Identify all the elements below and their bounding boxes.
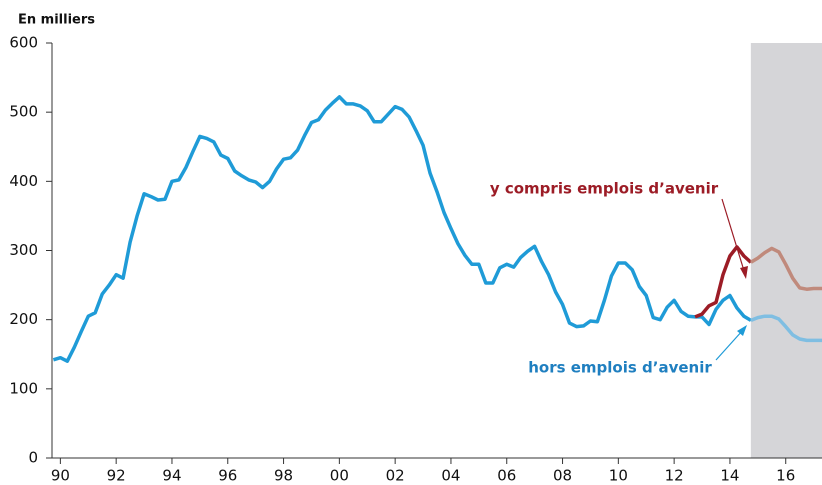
series-line bbox=[749, 246, 822, 291]
arrowhead bbox=[740, 266, 748, 279]
series-line bbox=[694, 245, 753, 319]
series-label: y compris emplois d’avenir bbox=[490, 180, 719, 198]
x-tick-label: 04 bbox=[441, 467, 460, 485]
forecast-shade bbox=[750, 43, 822, 458]
y-tick-label: 100 bbox=[9, 379, 38, 397]
y-tick-label: 0 bbox=[28, 449, 38, 467]
x-tick-label: 08 bbox=[553, 467, 572, 485]
y-tick-label: 600 bbox=[9, 34, 38, 52]
x-tick-label: 98 bbox=[274, 467, 293, 485]
x-tick-label: 14 bbox=[720, 467, 739, 485]
x-tick-label: 90 bbox=[51, 467, 70, 485]
arrow bbox=[715, 329, 744, 361]
y-tick-label: 400 bbox=[9, 172, 38, 190]
x-tick-label: 10 bbox=[609, 467, 628, 485]
y-axis-label: En milliers bbox=[18, 13, 95, 28]
arrow bbox=[721, 198, 746, 275]
x-tick-label: 94 bbox=[162, 467, 181, 485]
y-tick-label: 200 bbox=[9, 310, 38, 328]
arrowhead bbox=[737, 325, 747, 336]
x-tick-label: 92 bbox=[107, 467, 126, 485]
x-tick-label: 00 bbox=[330, 467, 349, 485]
x-tick-label: 06 bbox=[497, 467, 516, 485]
x-tick-label: 12 bbox=[665, 467, 684, 485]
y-tick-label: 500 bbox=[9, 103, 38, 121]
series-line bbox=[750, 314, 822, 343]
series-label: hors emplois d’avenir bbox=[528, 359, 712, 377]
series-line bbox=[52, 95, 752, 363]
x-tick-label: 16 bbox=[776, 467, 795, 485]
x-tick-label: 02 bbox=[386, 467, 405, 485]
x-tick-label: 96 bbox=[218, 467, 237, 485]
y-tick-label: 300 bbox=[9, 241, 38, 259]
